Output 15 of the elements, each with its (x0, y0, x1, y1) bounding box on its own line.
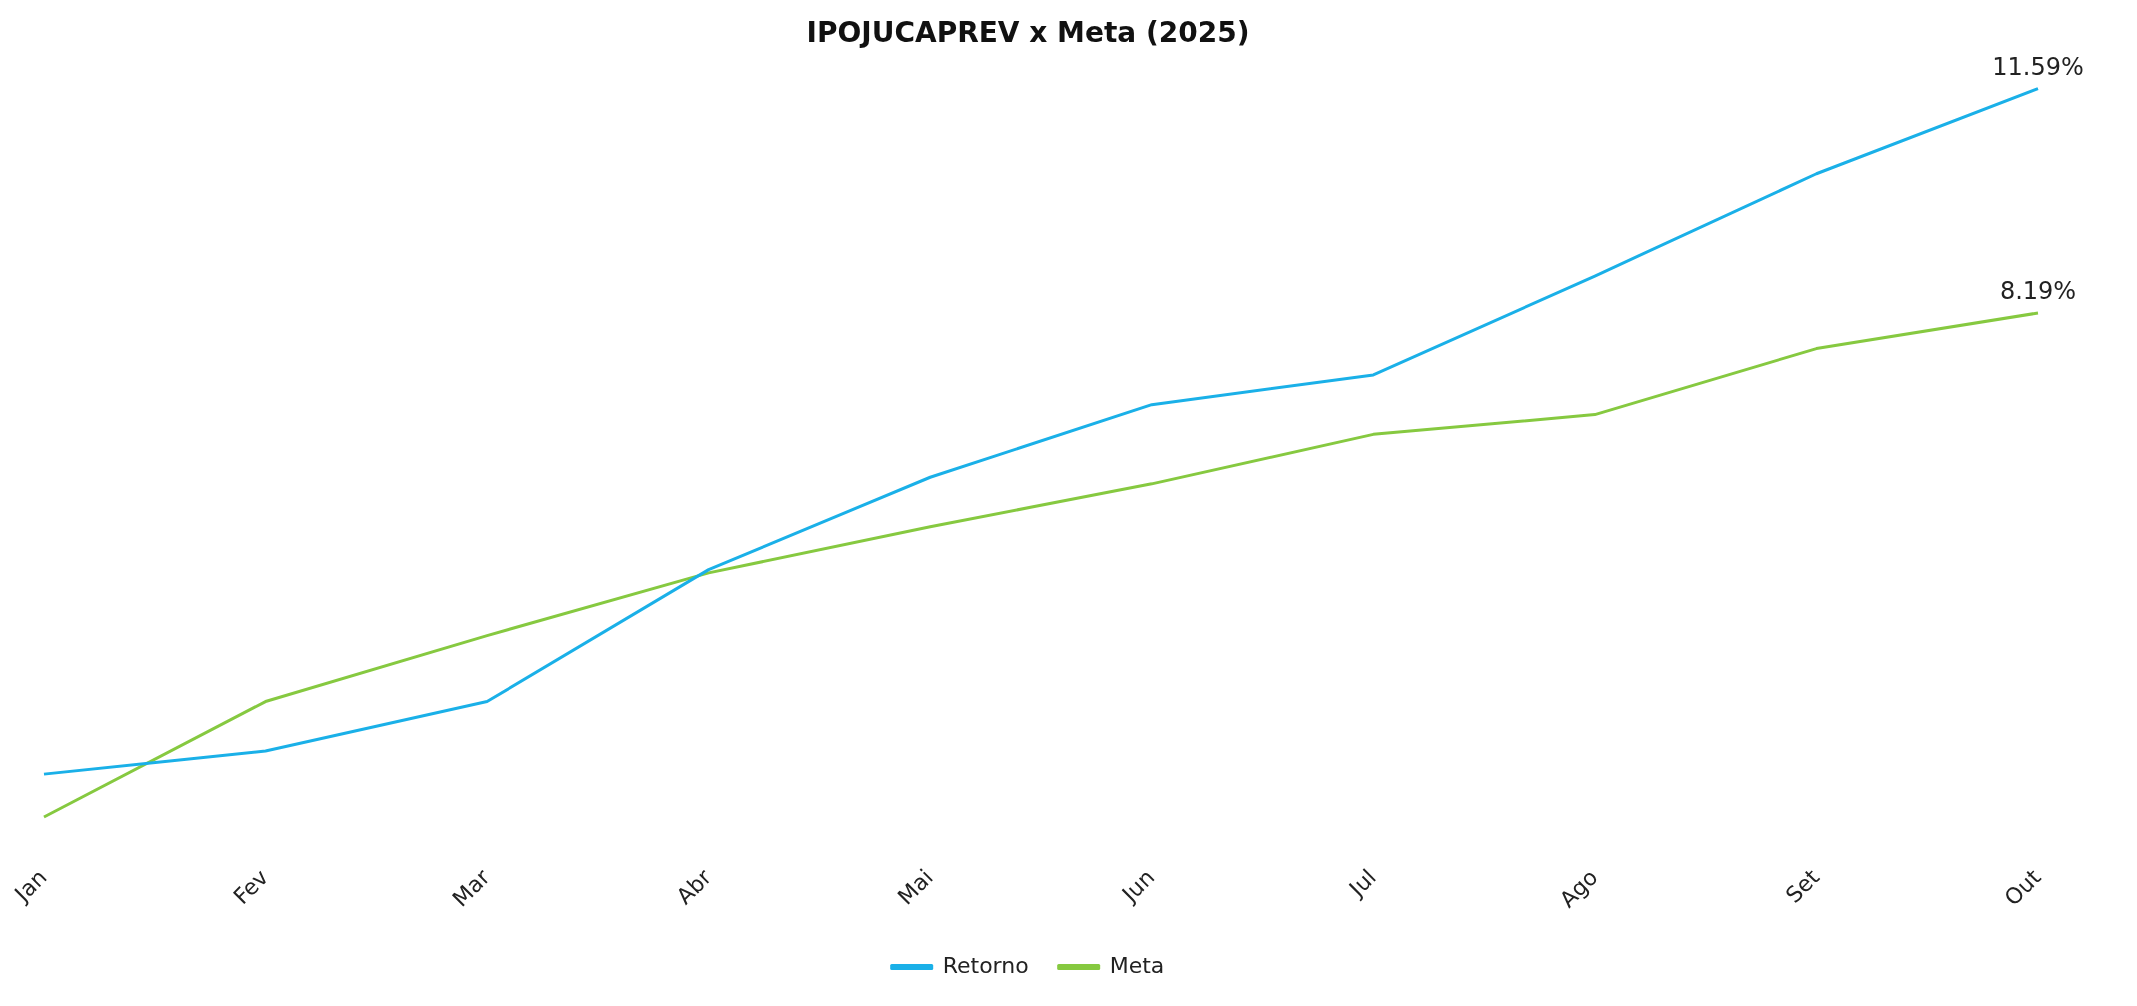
x-tick-label: Jan (8, 864, 52, 908)
chart-title: IPOJUCAPREV x Meta (2025) (806, 16, 1250, 50)
x-tick-label: Mar (447, 863, 496, 912)
x-tick-label: Mai (892, 864, 938, 910)
x-tick-label: Jun (1115, 864, 1160, 908)
x-tick-label: Ago (1554, 864, 1603, 913)
x-tick-label: Out (1999, 864, 2046, 911)
x-tick-label: Jul (1343, 864, 1381, 903)
x-tick-label: Fev (228, 864, 274, 910)
legend-label: Retorno (942, 952, 1029, 978)
data-label: 8.19% (1999, 277, 2077, 306)
data-label: 11.59% (1992, 52, 2084, 81)
legend-label: Meta (1109, 952, 1165, 978)
x-tick-label: Abr (671, 863, 717, 910)
x-tick-label: Set (1780, 864, 1825, 908)
